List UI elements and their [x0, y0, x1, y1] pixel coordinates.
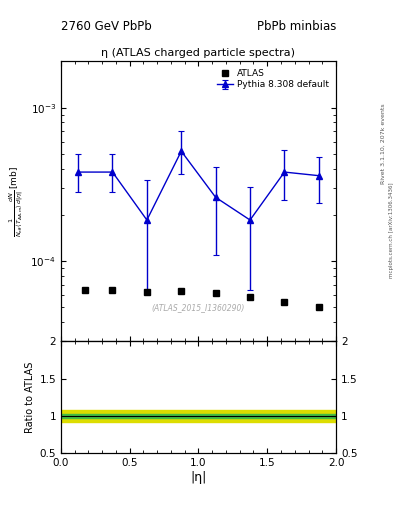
X-axis label: |η|: |η| — [190, 471, 207, 484]
Text: 2760 GeV PbPb: 2760 GeV PbPb — [61, 20, 152, 33]
Text: Rivet 3.1.10, 207k events: Rivet 3.1.10, 207k events — [381, 103, 386, 184]
Y-axis label: Ratio to ATLAS: Ratio to ATLAS — [25, 361, 35, 433]
ATLAS — [83, 287, 87, 293]
Y-axis label: $\frac{1}{N_{\rm eff}\langle T_{AA,m}\rangle}\frac{dN}{d|\eta|}\,[\rm mb]$: $\frac{1}{N_{\rm eff}\langle T_{AA,m}\ra… — [8, 166, 26, 237]
ATLAS — [248, 294, 252, 301]
Text: PbPb minbias: PbPb minbias — [257, 20, 336, 33]
ATLAS — [145, 289, 149, 295]
ATLAS — [179, 288, 184, 294]
Text: (ATLAS_2015_I1360290): (ATLAS_2015_I1360290) — [152, 303, 245, 312]
Line: ATLAS: ATLAS — [82, 287, 322, 310]
Legend: ATLAS, Pythia 8.308 default: ATLAS, Pythia 8.308 default — [214, 66, 332, 92]
ATLAS — [110, 287, 115, 293]
Text: mcplots.cern.ch [arXiv:1306.3436]: mcplots.cern.ch [arXiv:1306.3436] — [389, 183, 393, 278]
ATLAS — [316, 304, 321, 310]
ATLAS — [213, 290, 218, 296]
Title: η (ATLAS charged particle spectra): η (ATLAS charged particle spectra) — [101, 48, 296, 58]
ATLAS — [282, 299, 287, 305]
